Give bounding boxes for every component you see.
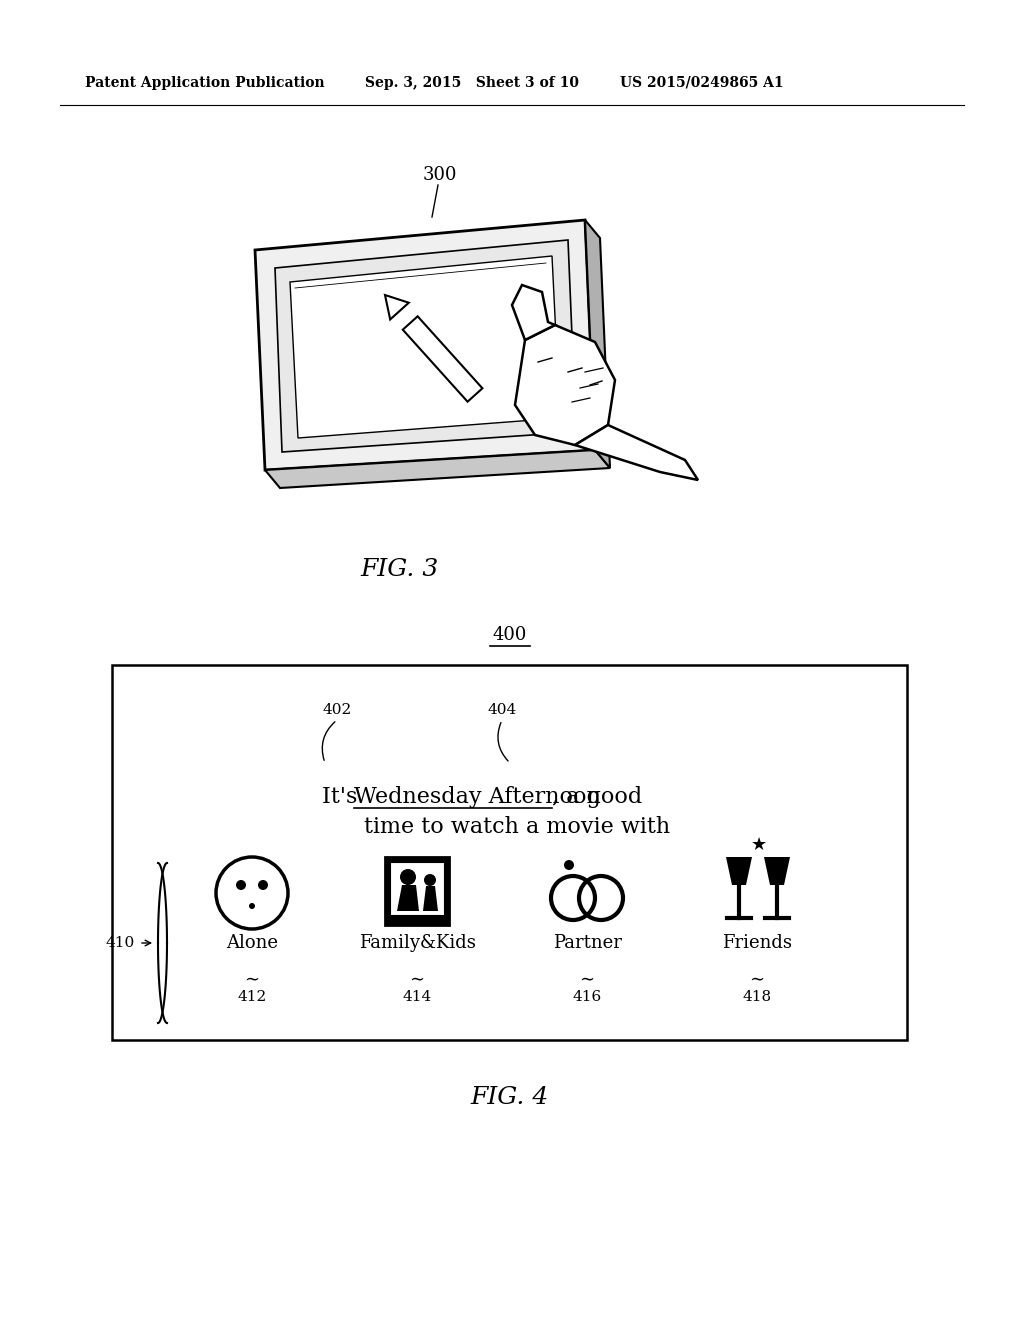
Text: 414: 414 xyxy=(402,990,432,1005)
Circle shape xyxy=(258,880,268,890)
Polygon shape xyxy=(290,256,560,438)
Polygon shape xyxy=(423,886,438,911)
Circle shape xyxy=(249,903,255,909)
Text: ∼: ∼ xyxy=(750,970,765,987)
Polygon shape xyxy=(385,294,409,319)
Text: 416: 416 xyxy=(572,990,602,1005)
Text: US 2015/0249865 A1: US 2015/0249865 A1 xyxy=(620,77,783,90)
Text: FIG. 4: FIG. 4 xyxy=(470,1086,549,1110)
Polygon shape xyxy=(402,317,482,401)
Text: Family&Kids: Family&Kids xyxy=(358,935,475,952)
FancyBboxPatch shape xyxy=(112,665,907,1040)
Polygon shape xyxy=(255,220,595,470)
Polygon shape xyxy=(275,240,575,451)
Circle shape xyxy=(424,874,436,886)
Text: 412: 412 xyxy=(238,990,266,1005)
Text: ∼: ∼ xyxy=(410,970,425,987)
Polygon shape xyxy=(585,220,610,469)
Circle shape xyxy=(236,880,246,890)
FancyBboxPatch shape xyxy=(390,862,444,915)
Text: ∼: ∼ xyxy=(580,970,595,987)
Text: ∼: ∼ xyxy=(245,970,259,987)
Circle shape xyxy=(564,861,574,870)
Text: 402: 402 xyxy=(323,704,351,717)
Text: Wednesday Afternoon: Wednesday Afternoon xyxy=(354,785,601,808)
Text: ★: ★ xyxy=(751,836,767,854)
Text: Alone: Alone xyxy=(226,935,278,952)
Polygon shape xyxy=(764,857,790,884)
Text: time to watch a movie with: time to watch a movie with xyxy=(364,816,670,838)
Text: 410: 410 xyxy=(105,936,135,950)
Text: 404: 404 xyxy=(487,704,517,717)
Polygon shape xyxy=(515,325,615,445)
Text: 300: 300 xyxy=(423,166,458,183)
Text: Patent Application Publication: Patent Application Publication xyxy=(85,77,325,90)
Text: FIG. 3: FIG. 3 xyxy=(360,558,439,582)
FancyBboxPatch shape xyxy=(385,857,449,925)
Polygon shape xyxy=(575,425,698,480)
Text: Friends: Friends xyxy=(722,935,792,952)
Polygon shape xyxy=(512,285,555,341)
Text: It's: It's xyxy=(322,785,365,808)
Text: Sep. 3, 2015   Sheet 3 of 10: Sep. 3, 2015 Sheet 3 of 10 xyxy=(365,77,579,90)
Text: 418: 418 xyxy=(742,990,771,1005)
Polygon shape xyxy=(265,450,610,488)
Text: , a good: , a good xyxy=(552,785,642,808)
Polygon shape xyxy=(726,857,752,884)
Polygon shape xyxy=(397,884,419,911)
Text: Partner: Partner xyxy=(553,935,622,952)
Text: 400: 400 xyxy=(493,626,526,644)
Circle shape xyxy=(400,869,416,884)
